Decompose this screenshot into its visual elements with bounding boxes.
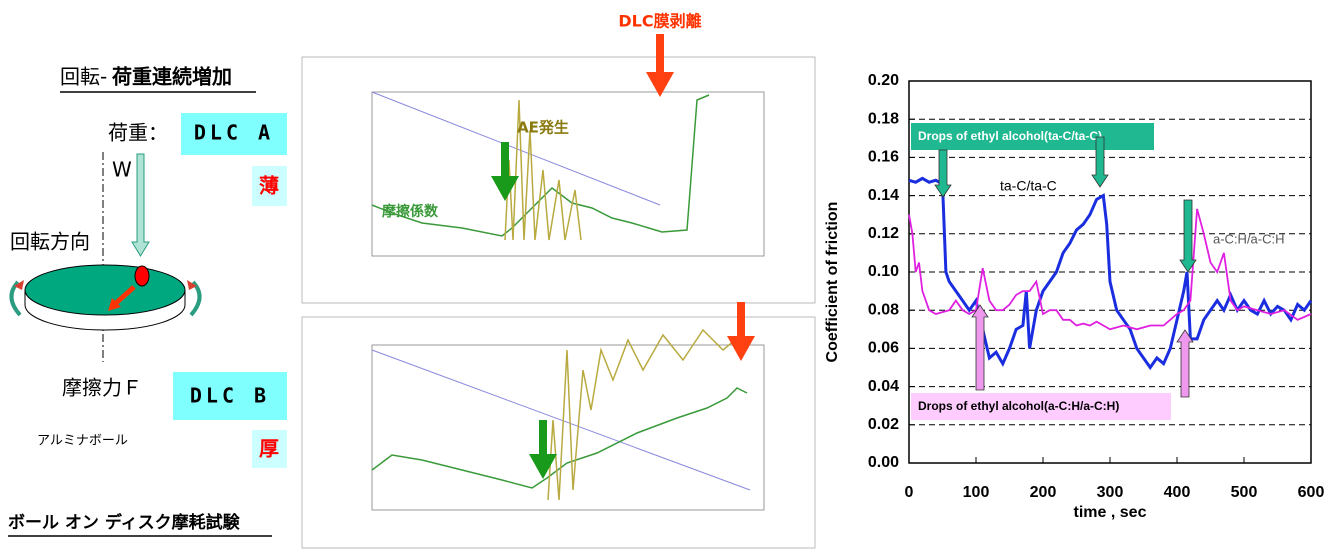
y-tick-label: 0.12 bbox=[868, 225, 899, 242]
label-box bbox=[173, 372, 287, 420]
y-tick-label: 0.00 bbox=[868, 454, 899, 471]
x-tick-label: 500 bbox=[1231, 484, 1258, 501]
friction-label: 摩擦力Ｆ bbox=[62, 376, 142, 400]
y-tick-label: 0.20 bbox=[868, 72, 899, 89]
y-tick-label: 0.10 bbox=[868, 263, 899, 280]
ball bbox=[134, 265, 150, 287]
annotation-box bbox=[911, 393, 1171, 420]
y-tick-label: 0.06 bbox=[868, 340, 899, 357]
annotation: Drops of ethyl alcohol(a-C:H/a-C:H) bbox=[918, 399, 1119, 413]
annotation-arrow bbox=[1179, 199, 1197, 273]
screenshot-curve bbox=[371, 349, 751, 491]
x-tick-label: 200 bbox=[1030, 484, 1057, 501]
chart: 0.00 0.02 0.04 0.06 0.08 0.10 0.12 0.14 0.16 0.18… bbox=[824, 72, 1324, 521]
screenshot-curve bbox=[371, 387, 748, 489]
series-label: a-C:H/a-C:H bbox=[1213, 231, 1285, 246]
screenshot-plot bbox=[371, 91, 765, 257]
x-tick-label: 300 bbox=[1097, 484, 1124, 501]
rotation-label: 回転方向 bbox=[10, 230, 90, 254]
rotation-arrow bbox=[189, 280, 202, 317]
screenshot-plot bbox=[371, 344, 765, 511]
load-label: 荷重： bbox=[108, 121, 168, 145]
label-box bbox=[252, 166, 287, 206]
annotation-arrow bbox=[971, 304, 989, 391]
x-axis-label: time , sec bbox=[1074, 504, 1147, 521]
thin-label: 薄 bbox=[259, 174, 279, 198]
ae-label: AE発生 bbox=[517, 119, 569, 137]
x-tick-label: 0 bbox=[905, 484, 914, 501]
y-tick-label: 0.14 bbox=[868, 187, 899, 204]
ball-label: アルミナボール bbox=[37, 434, 128, 449]
label-box bbox=[252, 430, 287, 468]
annotation-box bbox=[911, 123, 1154, 150]
ae-arrow bbox=[529, 420, 557, 479]
x-tick-label: 600 bbox=[1298, 484, 1325, 501]
title-part: 回転- bbox=[60, 65, 107, 89]
y-tick-label: 0.16 bbox=[868, 149, 899, 166]
plot-frame bbox=[908, 80, 1312, 464]
diagram: 回転- 荷重連続増加 荷重： DLC A 薄 W 回転方向 摩擦力Ｆ DLC B… bbox=[8, 65, 287, 537]
y-tick-label: 0.08 bbox=[868, 301, 899, 318]
x-tick-label: 100 bbox=[963, 484, 990, 501]
screenshots: DLC膜剥離 AE発生 摩擦係数 bbox=[301, 12, 816, 549]
y-axis-label: Coefficient of friction bbox=[824, 202, 841, 363]
peel-arrow bbox=[646, 34, 674, 97]
test-title: ボール オン ディスク摩耗試験 bbox=[8, 512, 241, 533]
annotation-arrow bbox=[1091, 136, 1109, 188]
load-arrow bbox=[131, 153, 150, 257]
friction-arrow-head bbox=[108, 298, 121, 311]
screenshot-curve bbox=[547, 328, 742, 501]
thick-label: 厚 bbox=[259, 437, 279, 461]
series-label: ta-C/ta-C bbox=[1000, 178, 1057, 194]
w-label: W bbox=[112, 158, 132, 182]
screenshot-curve bbox=[504, 99, 582, 241]
peel-arrow bbox=[727, 302, 755, 361]
screenshot-curve bbox=[371, 91, 661, 206]
series-line bbox=[908, 208, 1312, 331]
x-tick-label: 400 bbox=[1164, 484, 1191, 501]
y-tick-label: 0.04 bbox=[868, 378, 899, 395]
title-part: 荷重連続増加 bbox=[112, 65, 232, 89]
peel-label: DLC膜剥離 bbox=[618, 12, 701, 31]
ae-arrow bbox=[491, 142, 519, 201]
label-box bbox=[181, 113, 287, 155]
rotation-arrow bbox=[9, 280, 22, 317]
annotation-arrow bbox=[1176, 329, 1194, 398]
y-tick-label: 0.18 bbox=[868, 110, 899, 127]
friction-arrow bbox=[114, 285, 136, 305]
dlc-b: DLC B bbox=[190, 384, 270, 408]
dlc-a: DLC A bbox=[194, 121, 274, 145]
annotation: Drops of ethyl alcohol(ta-C/ta-C) bbox=[918, 129, 1102, 143]
annotation-arrow bbox=[934, 149, 952, 198]
y-tick-label: 0.02 bbox=[868, 416, 899, 433]
cof-label: 摩擦係数 bbox=[382, 203, 439, 220]
series-line bbox=[908, 176, 1313, 371]
disk bbox=[24, 264, 186, 316]
